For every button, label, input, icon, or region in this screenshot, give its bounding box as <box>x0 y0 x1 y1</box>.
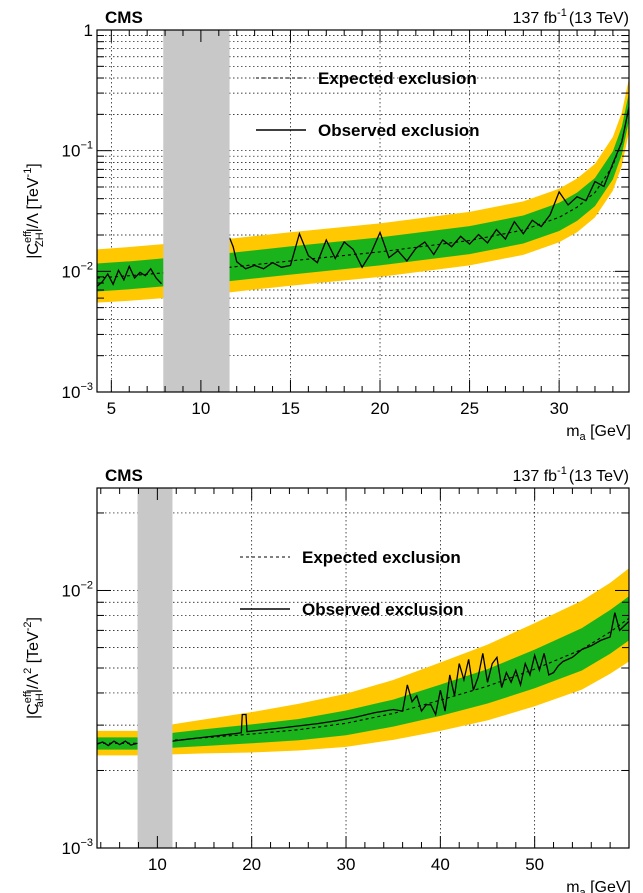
luminosity-value: 137 fb <box>513 468 558 485</box>
y-title-rest: |/Λ [TeV <box>25 177 42 232</box>
y-title-unit-exponent: -1 <box>22 168 34 178</box>
y-tick-exponent: −1 <box>80 140 93 152</box>
y-title-end: ] <box>25 617 42 621</box>
plot-area <box>97 30 629 392</box>
energy-label: (13 TeV) <box>569 10 629 27</box>
expected-line <box>97 617 629 744</box>
band-2sigma <box>97 568 629 756</box>
y-tick-exponent: −2 <box>80 260 93 272</box>
x-tick-label: 30 <box>550 399 569 418</box>
y-tick-exponent: −3 <box>80 381 93 393</box>
legend-label-1: Expected exclusion <box>318 69 477 88</box>
y-title-sup: eff <box>22 690 34 703</box>
x-tick-label: 20 <box>371 399 390 418</box>
luminosity-value: 137 fb <box>513 10 558 27</box>
y-tick-base: 10 <box>62 262 81 281</box>
energy-label: (13 TeV) <box>569 468 629 485</box>
x-tick-label: 40 <box>431 855 450 874</box>
x-tick-label: 50 <box>525 855 544 874</box>
y-tick-label: 1 <box>84 21 93 40</box>
excluded-region <box>137 488 173 848</box>
observed-line-2 <box>228 106 629 270</box>
observed-line-1 <box>97 264 162 287</box>
x-axis-title: ma [GeV] <box>566 423 631 443</box>
y-tick-label: 10−3 <box>62 381 93 402</box>
y-title-main: |C <box>25 243 42 259</box>
x-title-main: m <box>566 423 579 440</box>
legend-label-2: Observed exclusion <box>302 600 464 619</box>
x-tick-label: 25 <box>460 399 479 418</box>
excluded-region <box>163 30 230 392</box>
legend-label-2: Observed exclusion <box>318 121 480 140</box>
y-axis-title: |CeffZH|/Λ [TeV-1] <box>22 163 46 259</box>
x-tick-label: 20 <box>242 855 261 874</box>
x-title-rest: [GeV] <box>586 423 631 440</box>
y-tick-base: 1 <box>84 21 93 40</box>
y-title-power: 2 <box>22 668 34 674</box>
y-title-rest: |/Λ <box>25 674 42 694</box>
experiment-label: CMS <box>105 8 143 27</box>
y-tick-base: 10 <box>62 839 81 858</box>
y-title-unit-exponent: -2 <box>22 621 34 631</box>
y-tick-label: 10−1 <box>62 140 93 161</box>
legend-label-1: Expected exclusion <box>302 548 461 567</box>
luminosity-exponent: -1 <box>557 7 567 19</box>
observed-line-2 <box>172 612 629 742</box>
luminosity-label: 137 fb-1 (13 TeV) <box>513 7 629 27</box>
y-title-sub: ZH <box>34 232 46 247</box>
y-tick-base: 10 <box>62 581 81 600</box>
luminosity-label: 137 fb-1 (13 TeV) <box>513 465 629 485</box>
y-title-sup: eff <box>22 230 34 243</box>
x-tick-label: 10 <box>191 399 210 418</box>
x-tick-label: 30 <box>337 855 356 874</box>
y-tick-base: 10 <box>62 383 81 402</box>
y-tick-exponent: −2 <box>80 579 93 591</box>
x-title-main: m <box>566 879 579 893</box>
luminosity-exponent: -1 <box>557 465 567 477</box>
x-title-sub: a <box>580 431 587 443</box>
plot-area <box>97 488 629 848</box>
observed-line-1 <box>97 740 138 747</box>
x-title-sub: a <box>580 887 587 893</box>
y-tick-base: 10 <box>62 142 81 161</box>
y-axis-title: |CeffaH|/Λ2 [TeV-2] <box>22 617 46 719</box>
y-title-end: ] <box>25 163 42 167</box>
band-1sigma <box>97 92 629 292</box>
y-tick-label: 10−2 <box>62 579 93 600</box>
plot-frame <box>96 29 630 393</box>
y-tick-exponent: −3 <box>80 837 93 849</box>
x-title-rest: [GeV] <box>586 879 631 893</box>
y-title-sub: aH <box>34 693 46 707</box>
x-tick-label: 5 <box>107 399 116 418</box>
y-title-mid: [TeV <box>25 631 42 668</box>
x-tick-label: 15 <box>281 399 300 418</box>
y-tick-label: 10−2 <box>62 260 93 281</box>
experiment-label: CMS <box>105 466 143 485</box>
x-tick-label: 10 <box>148 855 167 874</box>
y-title-main: |C <box>25 703 42 719</box>
x-axis-title: ma [GeV] <box>566 879 631 893</box>
y-tick-label: 10−3 <box>62 837 93 858</box>
